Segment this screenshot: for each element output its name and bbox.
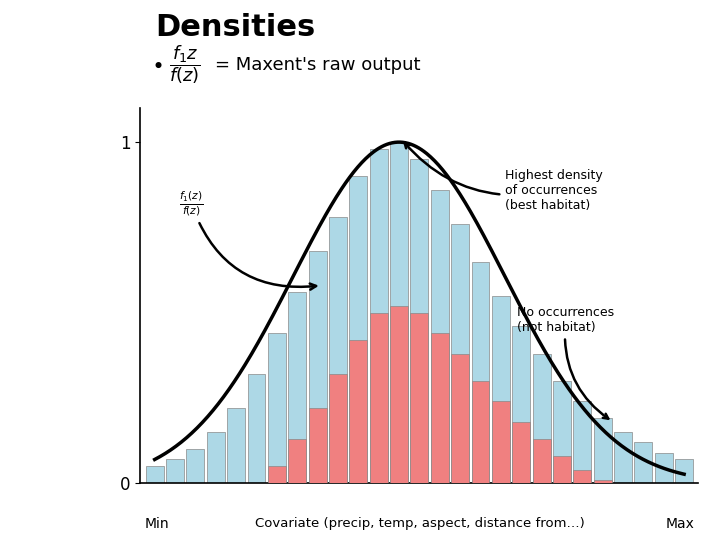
Text: Max: Max: [665, 517, 694, 531]
Text: Highest density
of occurrences
(best habitat): Highest density of occurrences (best hab…: [405, 143, 603, 212]
Text: No occurrences
(not habitat): No occurrences (not habitat): [517, 306, 614, 418]
Text: Covariate (precip, temp, aspect, distance from…): Covariate (precip, temp, aspect, distanc…: [255, 517, 584, 530]
Bar: [634, 442, 652, 483]
Bar: [248, 374, 266, 483]
Bar: [390, 306, 408, 483]
Bar: [186, 449, 204, 483]
Bar: [492, 401, 510, 483]
Bar: [309, 408, 327, 483]
Bar: [268, 333, 286, 483]
Bar: [145, 466, 163, 483]
Bar: [410, 313, 428, 483]
Text: $\frac{f_1(z)}{f(z)}$: $\frac{f_1(z)}{f(z)}$: [179, 189, 316, 289]
Bar: [553, 381, 571, 483]
Bar: [594, 418, 612, 483]
Bar: [492, 296, 510, 483]
Bar: [675, 460, 693, 483]
Bar: [451, 354, 469, 483]
Bar: [329, 217, 347, 483]
Bar: [166, 460, 184, 483]
Bar: [512, 422, 530, 483]
Bar: [431, 190, 449, 483]
Bar: [349, 176, 367, 483]
Bar: [309, 251, 327, 483]
Bar: [533, 354, 551, 483]
Text: Densities: Densities: [155, 14, 315, 43]
Bar: [227, 408, 245, 483]
Bar: [431, 333, 449, 483]
Text: $\dfrac{f_1 z}{f(z)}$: $\dfrac{f_1 z}{f(z)}$: [169, 44, 201, 86]
Bar: [573, 470, 591, 483]
Text: Min: Min: [145, 517, 169, 531]
Bar: [472, 261, 490, 483]
Bar: [288, 292, 306, 483]
Bar: [349, 340, 367, 483]
Bar: [451, 224, 469, 483]
Text: = Maxent's raw output: = Maxent's raw output: [215, 56, 420, 74]
Bar: [512, 326, 530, 483]
Bar: [369, 313, 387, 483]
Bar: [207, 432, 225, 483]
Bar: [268, 466, 286, 483]
Bar: [594, 480, 612, 483]
Bar: [614, 432, 632, 483]
Bar: [573, 401, 591, 483]
Bar: [329, 374, 347, 483]
Bar: [472, 381, 490, 483]
Bar: [410, 159, 428, 483]
Bar: [553, 456, 571, 483]
Bar: [369, 149, 387, 483]
Bar: [654, 453, 672, 483]
Bar: [288, 439, 306, 483]
Bar: [533, 439, 551, 483]
Text: $\bullet$: $\bullet$: [151, 55, 163, 75]
Bar: [390, 142, 408, 483]
